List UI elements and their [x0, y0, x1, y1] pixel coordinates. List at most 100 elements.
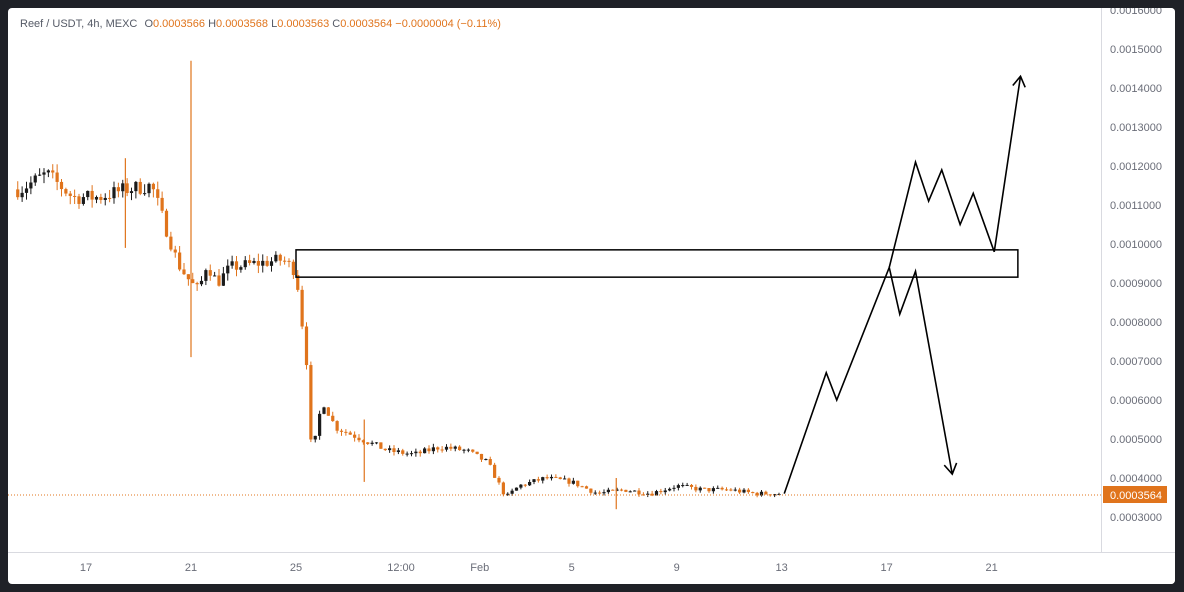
candle-body — [440, 449, 444, 451]
candle-body — [46, 170, 50, 173]
candle-body — [746, 489, 750, 493]
candle-body — [304, 326, 309, 366]
candle-body — [436, 447, 440, 450]
candle-body — [309, 365, 313, 440]
candle-body — [213, 275, 217, 277]
candle-body — [55, 172, 59, 182]
change-value: −0.0000004 (−0.11%) — [395, 18, 501, 30]
candle-body — [510, 490, 514, 494]
candle-body — [637, 490, 641, 495]
candle-body — [357, 437, 361, 441]
candle-body — [348, 432, 352, 435]
chart-panel[interactable]: 0.0003000 0.0004000 0.0005000 0.0006000 0.00… — [8, 8, 1175, 584]
candle-body — [729, 489, 733, 491]
x-tick-label: 21 — [185, 562, 197, 574]
candle-body — [239, 267, 243, 270]
candle-body — [471, 449, 475, 452]
candle-body — [606, 489, 610, 493]
last-price-tag — [1103, 486, 1167, 504]
candle-body — [16, 189, 20, 198]
candle-body — [405, 453, 409, 455]
candle-body — [94, 196, 99, 200]
candle-body — [558, 477, 562, 480]
candle-body — [230, 261, 234, 266]
y-tick-label: 0.0009000 — [1110, 278, 1162, 290]
candle-body — [580, 486, 584, 488]
candle-body — [108, 197, 112, 199]
candle-body — [484, 459, 488, 461]
candle-body — [589, 488, 593, 493]
candle-body — [541, 477, 545, 481]
x-tick-label: Feb — [470, 562, 489, 574]
x-tick-label: 9 — [674, 562, 680, 574]
candle-body — [427, 448, 431, 452]
candle-body — [418, 451, 422, 454]
candle-body — [383, 448, 387, 451]
candle-body — [379, 442, 383, 449]
candle-body — [296, 275, 300, 290]
candle-body — [217, 275, 221, 286]
candle-body — [668, 488, 672, 491]
candle-body — [759, 491, 764, 496]
candle-body — [291, 261, 295, 276]
candle-body — [567, 478, 571, 484]
candle-body — [274, 254, 278, 262]
candle-body — [598, 492, 602, 494]
candle-body — [151, 183, 155, 190]
drawings-layer — [8, 74, 1101, 496]
candle-body — [773, 494, 777, 496]
axes-layer: 0.0003000 0.0004000 0.0005000 0.0006000 0.00… — [8, 8, 1175, 584]
candle-body — [68, 193, 72, 196]
y-tick-label: 0.0015000 — [1110, 44, 1162, 56]
candle-body — [466, 449, 470, 451]
y-tick-label: 0.0010000 — [1110, 239, 1162, 251]
candle-body — [208, 270, 212, 276]
candle-body — [322, 407, 326, 414]
candle-body — [42, 172, 46, 175]
symbol-label[interactable]: Reef / USDT, 4h, MEXC — [20, 18, 138, 30]
candle-body — [173, 249, 177, 253]
candle-body — [169, 236, 173, 250]
candle-body — [536, 479, 540, 481]
candle-body — [160, 197, 164, 211]
candle-body — [751, 492, 755, 494]
candle-body — [449, 446, 453, 449]
x-tick-label: 13 — [776, 562, 788, 574]
candle-body — [611, 489, 615, 491]
candle-body — [103, 197, 107, 200]
candle-body — [125, 183, 129, 194]
candle-body — [20, 192, 24, 198]
high-value: 0.0003568 — [216, 18, 269, 30]
candle-body — [261, 260, 265, 266]
symbol-legend: Reef / USDT, 4h, MEXC O0.0003566 H0.0003… — [20, 18, 501, 30]
candle-body — [116, 187, 120, 192]
candle-body — [64, 189, 68, 194]
candle-body — [121, 183, 125, 192]
candle-body — [488, 459, 492, 465]
y-tick-label: 0.0008000 — [1110, 317, 1162, 329]
y-tick-label: 0.0013000 — [1110, 122, 1162, 134]
candle-body — [414, 451, 418, 454]
y-tick-label: 0.0003000 — [1110, 512, 1162, 524]
candle-body — [24, 188, 29, 193]
candle-body — [663, 490, 667, 493]
candle-body — [545, 477, 549, 479]
y-tick-label: 0.0012000 — [1110, 161, 1162, 173]
close-value: 0.0003564 — [340, 18, 393, 30]
candle-body — [300, 289, 304, 327]
projection-path-down-arrowhead — [943, 462, 958, 476]
candle-body — [633, 490, 637, 492]
candle-body — [129, 191, 134, 194]
candle-body — [519, 484, 523, 488]
candle-body — [602, 492, 606, 494]
candle-body — [283, 260, 287, 262]
candle-body — [409, 453, 414, 455]
candle-body — [374, 442, 379, 444]
price-chart[interactable]: 0.0003000 0.0004000 0.0005000 0.0006000 0.00… — [8, 8, 1175, 584]
x-tick-label: 5 — [569, 562, 575, 574]
candle-body — [252, 260, 256, 263]
candle-body — [248, 260, 252, 263]
candle-body — [156, 189, 160, 198]
candle-body — [147, 183, 151, 194]
